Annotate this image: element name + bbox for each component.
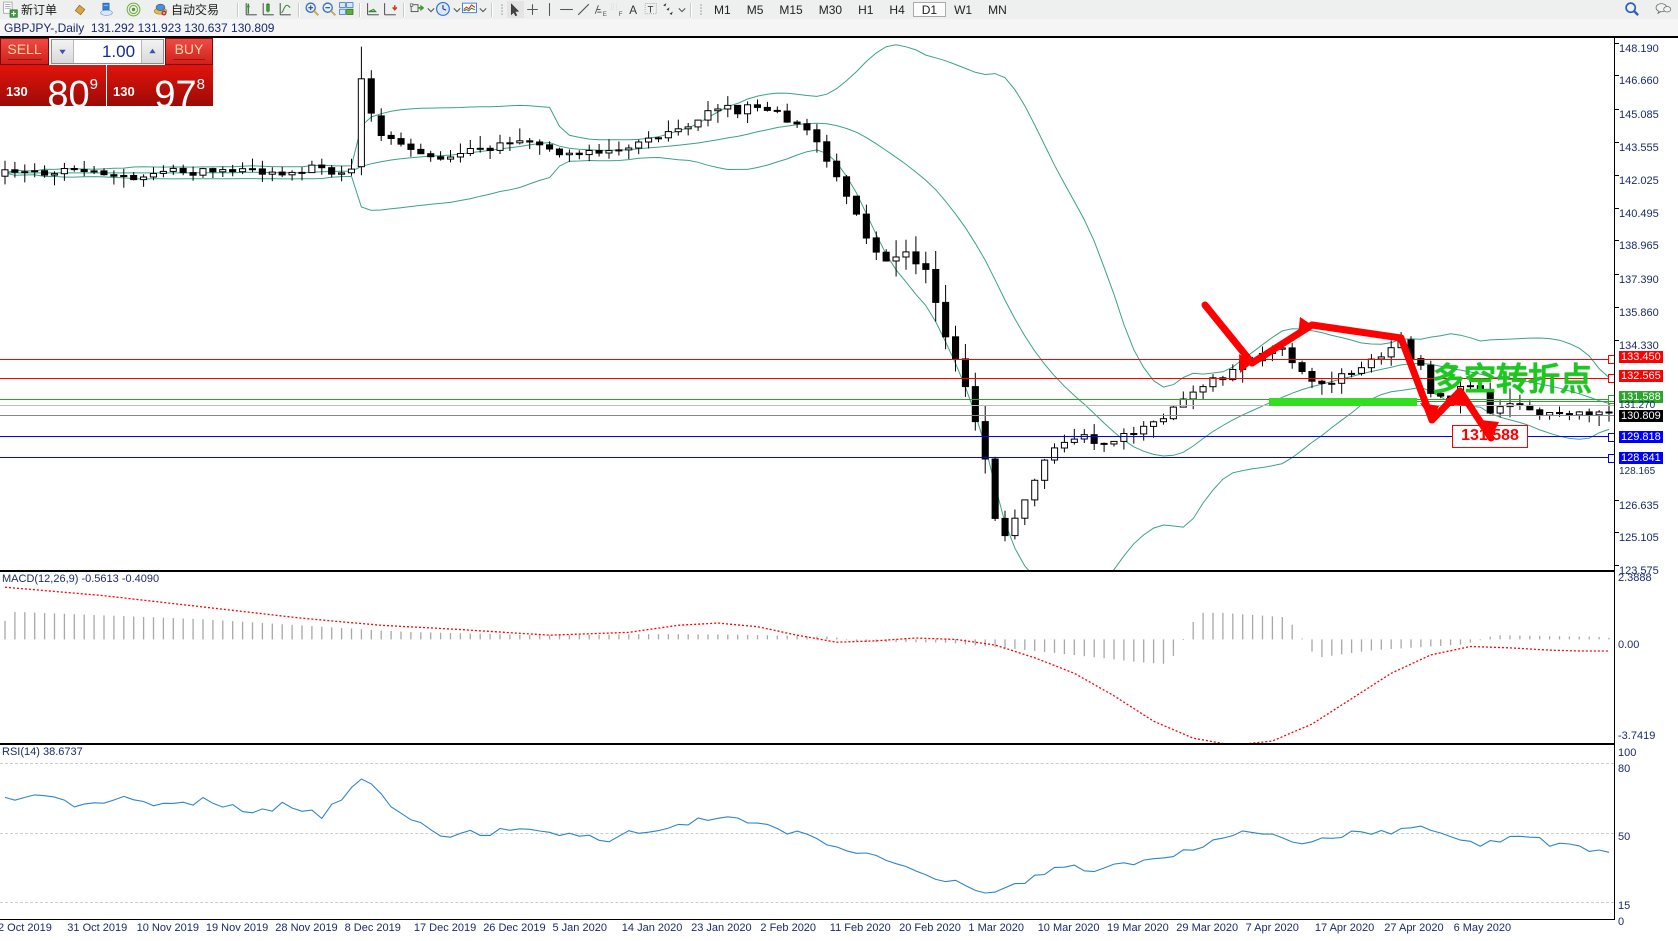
svg-text:E: E: [603, 11, 607, 18]
svg-text:A: A: [629, 4, 637, 17]
svg-text:T: T: [648, 5, 654, 16]
svg-text:F: F: [619, 11, 623, 18]
